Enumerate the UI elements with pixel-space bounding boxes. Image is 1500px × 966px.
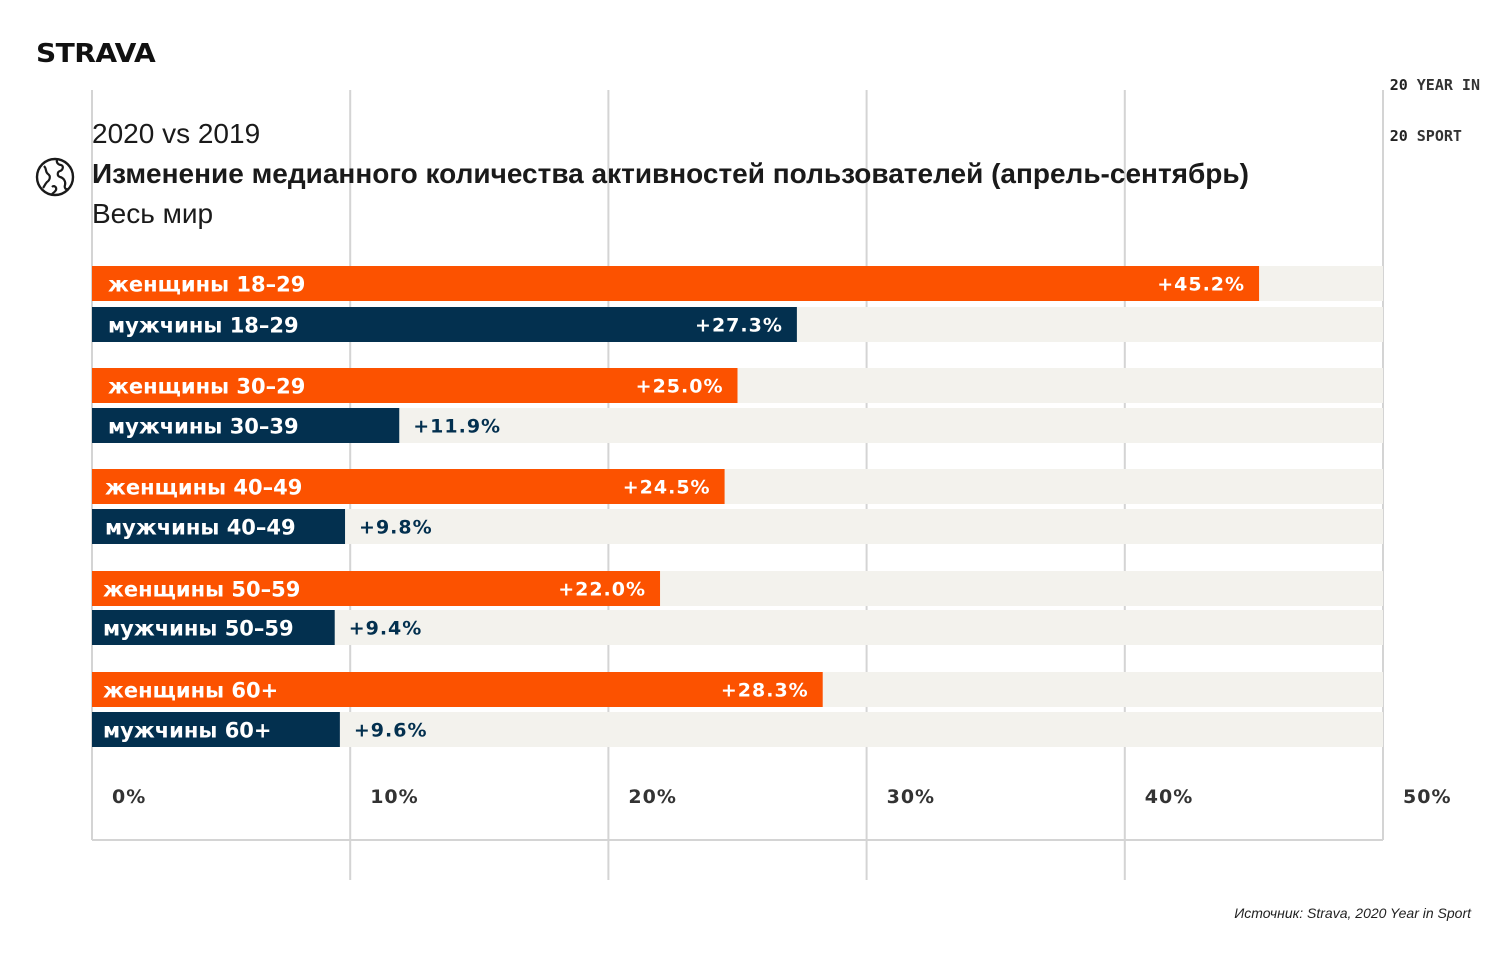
- globe-icon: [35, 157, 75, 197]
- title-block: 2020 vs 2019 Изменение медианного количе…: [92, 115, 1249, 233]
- yis-20-bottom: 20: [1389, 127, 1408, 145]
- bar-category-label: женщины 60+: [103, 679, 278, 703]
- bar-value-label: +25.0%: [636, 376, 724, 398]
- year-in-sport-mark: 20 YEAR IN 20 SPORT: [1390, 43, 1480, 162]
- x-tick-label: 40%: [1145, 786, 1193, 808]
- bar-men: [92, 712, 340, 747]
- bar-value-label: +9.8%: [359, 517, 433, 539]
- bar-value-label: +9.4%: [349, 618, 423, 640]
- x-tick-label: 0%: [112, 786, 146, 808]
- bar-value-label: +28.3%: [721, 680, 809, 702]
- x-tick-label: 10%: [370, 786, 418, 808]
- bar-value-label: +22.0%: [558, 579, 646, 601]
- bar-women: [92, 368, 738, 403]
- bar-category-label: женщины 40–49: [105, 476, 302, 500]
- yis-year-in: YEAR IN: [1416, 76, 1480, 94]
- bar-women: [92, 571, 661, 606]
- x-tick-label: 20%: [628, 786, 676, 808]
- x-tick-label: 50%: [1403, 786, 1451, 808]
- bar-category-label: женщины 50–59: [103, 578, 300, 602]
- yis-20-top: 20: [1389, 76, 1408, 94]
- bar-women: [92, 266, 1260, 301]
- bar-value-label: +11.9%: [413, 416, 501, 438]
- bar-category-label: мужчины 60+: [103, 719, 272, 743]
- x-tick-label: 30%: [887, 786, 935, 808]
- bar-value-label: +45.2%: [1157, 274, 1245, 296]
- bar-value-label: +9.6%: [354, 720, 428, 742]
- source-note: Источник: Strava, 2020 Year in Sport: [1234, 905, 1471, 921]
- chart-subtitle-top: 2020 vs 2019: [92, 118, 261, 149]
- yis-sport: SPORT: [1416, 127, 1462, 145]
- bar-category-label: мужчины 50–59: [103, 617, 294, 641]
- bar-men: [92, 408, 400, 443]
- bar-category-label: мужчины 30–39: [108, 415, 299, 439]
- bar-women: [92, 469, 725, 504]
- chart-title: Изменение медианного количества активнос…: [92, 158, 1249, 189]
- bar-category-label: женщины 30–29: [108, 375, 305, 399]
- bar-men: [92, 509, 346, 544]
- bar-category-label: женщины 18–29: [108, 273, 305, 297]
- bar-category-label: мужчины 40–49: [105, 516, 296, 540]
- bar-category-label: мужчины 18–29: [108, 314, 299, 338]
- bar-value-label: +24.5%: [623, 477, 711, 499]
- bar-value-label: +27.3%: [695, 315, 783, 337]
- bar-women: [92, 672, 823, 707]
- bar-men: [92, 610, 335, 645]
- strava-logo: STRAVA: [36, 39, 156, 69]
- chart-subtitle-bottom: Весь мир: [92, 198, 214, 229]
- bar-men: [92, 307, 797, 342]
